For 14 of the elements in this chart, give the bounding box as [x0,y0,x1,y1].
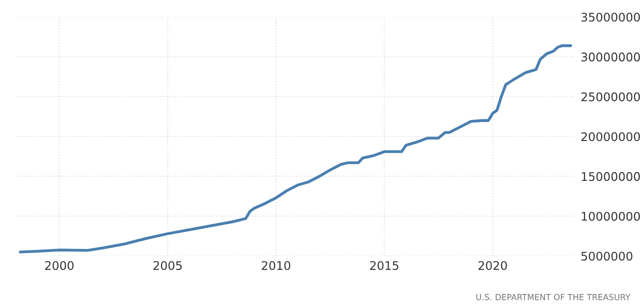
x-tick-label: 2005 [154,261,182,270]
y-tick-label: 15000000 [582,172,640,181]
y-tick-label: 10000000 [582,212,640,221]
y-tick-label: 25000000 [581,92,640,102]
line-series [18,44,572,254]
y-tick-label: 20000000 [581,132,640,142]
x-tick-label: 2020 [478,261,507,270]
text: U.S. DEPARTMENT OF THE TREASURY [476,294,630,300]
y-tick-label: 5000000 [581,252,632,261]
x-tick-label: 2010 [262,261,290,270]
y-tick-label: 35000000 [581,12,640,22]
y-tick-label: 30000000 [581,52,640,62]
x-tick-label: 2015 [370,261,398,270]
x-tick-label: 2000 [45,261,74,270]
